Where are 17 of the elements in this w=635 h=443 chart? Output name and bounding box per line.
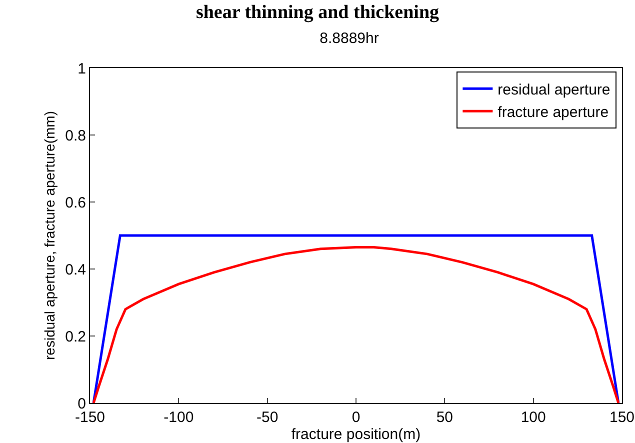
x-tick-label: 50 [436,409,454,426]
y-tick-label: 0.8 [65,127,86,144]
y-axis-title: residual aperture, fracture aperture(mm) [42,111,58,360]
x-tick-label: 150 [609,409,635,426]
chart-subtitle: 8.8889hr [320,30,379,47]
x-tick-label: -100 [164,409,194,426]
y-tick-label: 0.4 [65,261,86,278]
chart-title: shear thinning and thickening [194,2,440,24]
x-tick-label: -50 [256,409,278,426]
y-tick-label: 1 [78,60,86,78]
y-tick-label: 0.6 [65,194,86,212]
x-tick-label: 0 [352,409,360,426]
legend-label: fracture aperture [498,104,609,121]
x-axis-title: fracture position(m) [291,426,421,443]
y-tick-label: 0.2 [65,328,86,346]
legend-label: residual aperture [498,81,610,98]
x-tick-label: 100 [520,409,546,426]
